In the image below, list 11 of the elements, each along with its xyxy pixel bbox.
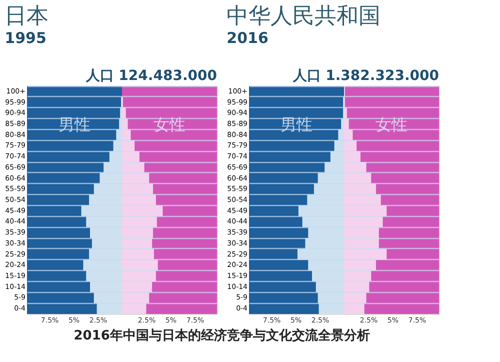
text: 人口 1.382.323.000 <box>292 68 440 84</box>
chart-title: 日本 <box>4 4 49 29</box>
text: 2016年中国与日本的经济竞争与文化交流全景分析 <box>74 328 370 344</box>
text: 人口 124.483.000 <box>84 68 218 84</box>
chart-subtitle: 2016 <box>226 29 268 47</box>
series-label: 女性 <box>154 114 186 134</box>
chart-subtitle: 1995 <box>4 29 46 47</box>
chart-title: 中华人民共和国 <box>226 4 381 29</box>
series-label: 女性 <box>376 114 408 134</box>
series-label: 男性 <box>280 114 312 134</box>
series-label: 男性 <box>58 114 90 134</box>
